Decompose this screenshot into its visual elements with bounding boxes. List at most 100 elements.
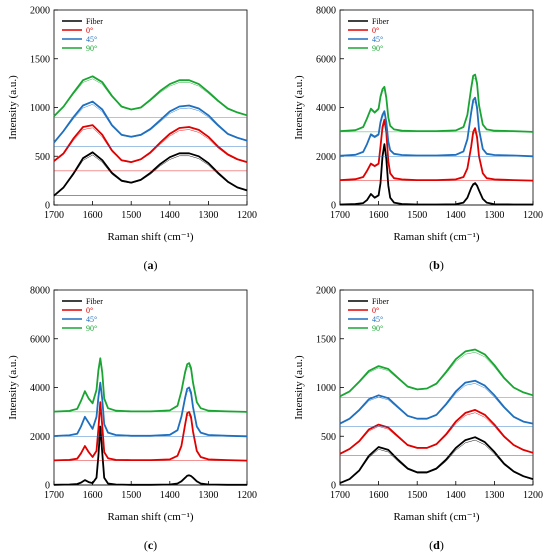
chart-panel-d: 1700 1600 1500 1400 1300 1200 0 500 1000 1500 2000… [293, 286, 543, 553]
fit-curve-2 [53, 104, 248, 143]
legend-label: 90° [86, 324, 97, 333]
y-tick-label: 4000 [316, 103, 336, 114]
x-tick-label: 1300 [484, 210, 504, 221]
legend-label: 0° [86, 26, 93, 35]
y-tick-label: 0 [45, 201, 50, 212]
fit-curve-0 [339, 439, 534, 484]
chart-panel-b: 1700 1600 1500 1400 1300 1200 0 2000 4000 6000 800… [293, 6, 543, 273]
x-tick-label: 1700 [44, 490, 64, 501]
plot-frame [53, 289, 248, 486]
legend-label: Fiber [372, 17, 389, 26]
fit-curve-2 [339, 100, 534, 157]
y-tick-label: 0 [331, 201, 336, 212]
y-axis-label: Intensity (a.u.) [293, 75, 305, 140]
x-tick-label: 1200 [523, 210, 543, 221]
y-tick-label: 8000 [316, 6, 336, 17]
plot-frame [53, 9, 248, 206]
legend-label: 45° [372, 315, 383, 324]
x-tick-label: 1600 [369, 490, 389, 501]
y-tick-label: 0 [45, 481, 50, 492]
legend-label: Fiber [86, 17, 103, 26]
x-tick-label: 1500 [407, 210, 427, 221]
x-tick-label: 1700 [44, 210, 64, 221]
x-axis-label: Raman shift (cm⁻¹) [393, 511, 479, 523]
panel-caption: (c) [144, 538, 157, 552]
legend-label: 45° [86, 315, 97, 324]
legend-label: 0° [86, 306, 93, 315]
series-line-2 [53, 100, 248, 144]
series-line-2 [339, 379, 534, 425]
series-line-0 [339, 436, 534, 484]
chart-panel-c: 1700 1600 1500 1400 1300 1200 0 2000 4000 6000 800… [7, 286, 257, 553]
x-tick-label: 1300 [198, 210, 218, 221]
legend-label: 90° [86, 44, 97, 53]
x-tick-label: 1200 [237, 490, 257, 501]
x-axis-label: Raman shift (cm⁻¹) [393, 231, 479, 243]
panel-caption: (d) [429, 538, 444, 552]
series-line-2 [339, 96, 534, 158]
series-line-1 [53, 401, 248, 462]
y-tick-label: 1500 [30, 54, 50, 65]
x-tick-label: 1600 [369, 210, 389, 221]
fit-curve-3 [53, 361, 248, 413]
x-tick-label: 1300 [484, 490, 504, 501]
y-tick-label: 6000 [30, 334, 50, 345]
y-tick-label: 4000 [30, 383, 50, 394]
legend-label: 45° [372, 35, 383, 44]
x-tick-label: 1600 [83, 210, 103, 221]
series-line-3 [53, 357, 248, 413]
x-tick-label: 1500 [407, 490, 427, 501]
series-line-1 [339, 118, 534, 182]
x-tick-label: 1700 [330, 210, 350, 221]
x-tick-label: 1600 [83, 490, 103, 501]
x-tick-label: 1400 [160, 210, 180, 221]
chart-panel-a: 1700 1600 1500 1400 1300 1200 0 500 1000 1500 2000… [7, 6, 257, 273]
y-tick-label: 1000 [316, 383, 336, 394]
legend-label: 45° [86, 35, 97, 44]
y-tick-label: 6000 [316, 54, 336, 65]
y-tick-label: 2000 [30, 6, 50, 17]
x-tick-label: 1500 [121, 490, 141, 501]
fit-curve-2 [339, 383, 534, 425]
fit-curve-1 [53, 405, 248, 461]
x-tick-label: 1300 [198, 490, 218, 501]
series-line-3 [339, 73, 534, 133]
x-tick-label: 1400 [446, 490, 466, 501]
legend-label: 0° [372, 306, 379, 315]
series-line-0 [339, 143, 533, 206]
legend-label: 0° [372, 26, 379, 35]
series-line-3 [339, 348, 534, 398]
series-line-0 [53, 151, 248, 197]
fit-curve-0 [53, 154, 248, 196]
series-line-0 [53, 425, 247, 486]
x-tick-label: 1200 [237, 210, 257, 221]
series-line-1 [53, 124, 248, 164]
y-tick-label: 2000 [30, 432, 50, 443]
fit-curve-1 [339, 412, 534, 455]
y-tick-label: 0 [331, 481, 336, 492]
x-tick-label: 1400 [446, 210, 466, 221]
x-tick-label: 1700 [330, 490, 350, 501]
legend-label: 90° [372, 324, 383, 333]
y-tick-label: 500 [321, 432, 336, 443]
legend-label: 90° [372, 44, 383, 53]
y-tick-label: 500 [35, 152, 50, 163]
legend-label: Fiber [86, 297, 103, 306]
legend-label: Fiber [372, 297, 389, 306]
x-axis-label: Raman shift (cm⁻¹) [107, 231, 193, 243]
y-tick-label: 2000 [316, 152, 336, 163]
y-tick-label: 8000 [30, 286, 50, 297]
y-tick-label: 1000 [30, 103, 50, 114]
fit-curve-3 [339, 77, 534, 133]
x-tick-label: 1500 [121, 210, 141, 221]
series-line-1 [339, 408, 534, 455]
y-axis-label: Intensity (a.u.) [7, 75, 19, 140]
fit-curve-1 [53, 127, 248, 163]
x-tick-label: 1200 [523, 490, 543, 501]
y-axis-label: Intensity (a.u.) [293, 355, 305, 420]
fit-curve-3 [339, 352, 534, 397]
series-line-2 [53, 381, 248, 438]
y-axis-label: Intensity (a.u.) [7, 355, 19, 420]
fit-curve-3 [53, 78, 248, 117]
